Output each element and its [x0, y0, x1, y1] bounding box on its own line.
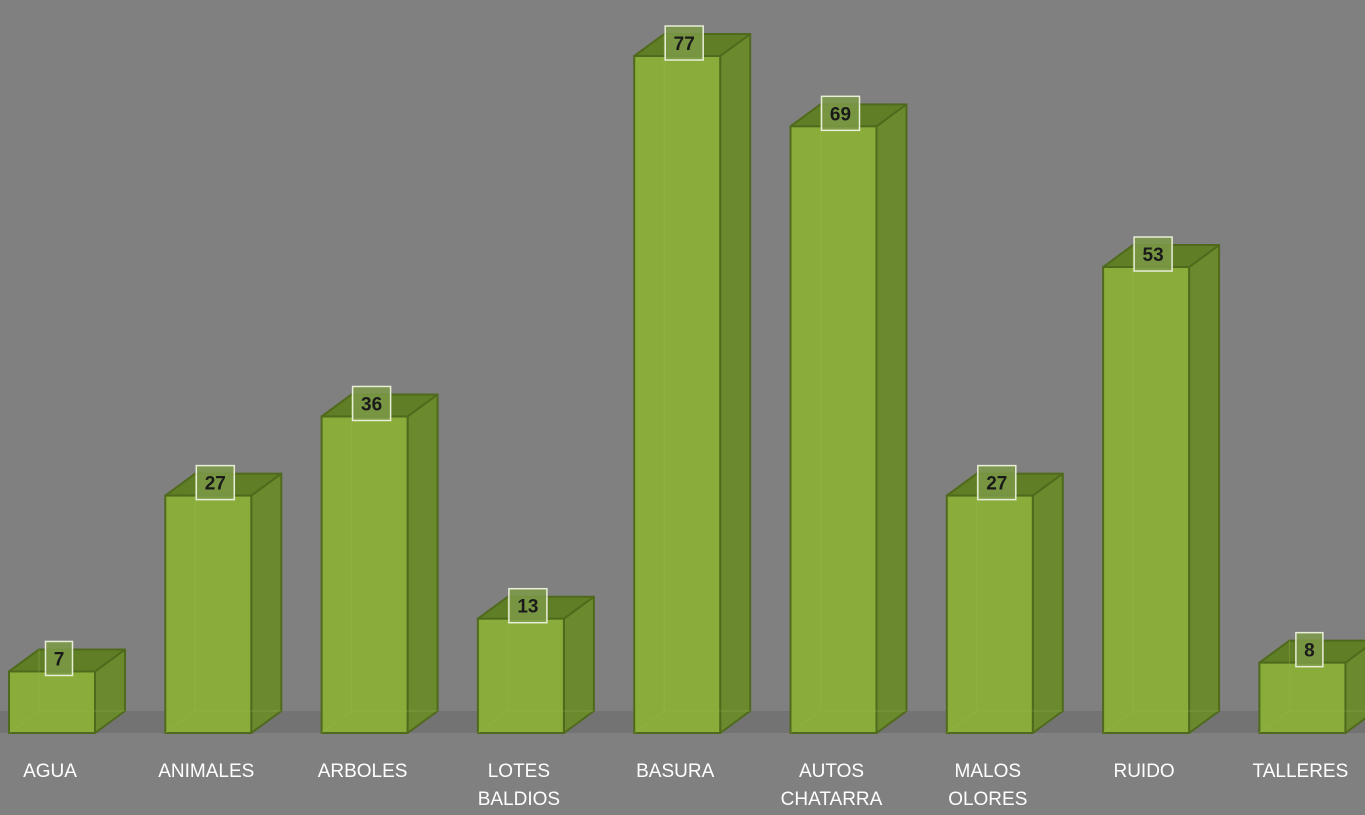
bar-inner-edge: [633, 710, 751, 734]
data-label-box: [664, 25, 704, 61]
category-tick-label: AGUA: [23, 761, 77, 782]
bar-basura: [633, 33, 752, 734]
bar-front-face: [1102, 266, 1191, 734]
category-tick-line: OLORES: [948, 789, 1027, 810]
category-tick-line: TALLERES: [1253, 761, 1349, 782]
data-label: 13: [508, 587, 548, 624]
bar-side-face: [250, 472, 283, 734]
data-label-box: [508, 587, 548, 624]
category-tick-label: ARBOLES: [318, 761, 408, 782]
category-tick-line: BALDIOS: [478, 789, 560, 810]
data-label: 69: [820, 95, 861, 132]
category-tick-line: ANIMALES: [158, 761, 254, 782]
bar-inner-edge: [321, 710, 438, 734]
category-tick-line: MALOS: [955, 761, 1022, 782]
bar-side-face: [719, 33, 752, 734]
data-label-text: 53: [1143, 245, 1164, 266]
bar-side-face: [1031, 472, 1064, 734]
data-label-box: [977, 464, 1017, 501]
data-label: 77: [664, 25, 704, 61]
bar-front-face: [633, 55, 722, 734]
data-label: 36: [351, 385, 392, 422]
category-tick-line: ARBOLES: [318, 761, 408, 782]
bar-front-face: [8, 670, 96, 734]
bar-inner-edge: [946, 710, 1063, 734]
bar-side-face: [562, 595, 595, 734]
bar-front-face: [945, 494, 1034, 734]
category-tick-label: RUIDO: [1113, 761, 1174, 782]
data-label: 53: [1133, 236, 1173, 272]
data-label: 27: [977, 464, 1017, 501]
data-label-box: [44, 640, 74, 677]
category-tick-line: LOTES: [488, 761, 550, 782]
bar-inner-edge: [1259, 710, 1365, 734]
data-label-box: [195, 464, 236, 501]
bar-front-face: [164, 494, 253, 734]
data-label-text: 69: [830, 104, 851, 125]
data-label-text: 7: [54, 649, 65, 670]
bar-side-face: [875, 103, 908, 734]
category-tick-label: ANIMALES: [158, 761, 254, 782]
category-tick-label: LOTES BALDIOS: [478, 761, 560, 810]
category-tick-line: CHATARRA: [781, 789, 883, 810]
category-tick-line: AGUA: [23, 761, 77, 782]
bar-side-face: [406, 393, 439, 734]
category-tick-line: RUIDO: [1113, 761, 1174, 782]
data-label-text: 8: [1304, 641, 1315, 662]
category-tick-label: AUTOS CHATARRA: [781, 761, 883, 810]
bar-lotes-baldios: [476, 595, 595, 734]
data-label-text: 36: [361, 394, 382, 415]
bar-animales: [164, 472, 283, 734]
bar-front-face: [476, 617, 565, 734]
category-tick-label: MALOS OLORES: [948, 761, 1027, 810]
bar-front-face: [789, 125, 878, 735]
data-label-text: 27: [205, 474, 226, 495]
bar-malos-olores: [945, 472, 1064, 734]
bar-front-face: [1258, 661, 1347, 735]
category-tick-label: TALLERES: [1253, 761, 1349, 782]
bar-talleres: [1258, 639, 1365, 735]
data-label: 27: [195, 464, 236, 501]
bar-inner-edge: [165, 710, 282, 734]
bar-inner-edge: [1102, 710, 1220, 734]
bar-autos-chatarra: [789, 103, 908, 735]
data-label-text: 27: [986, 474, 1007, 495]
data-label-box: [1133, 236, 1173, 272]
bar-ruido: [1102, 244, 1221, 734]
bar-inner-edge: [477, 710, 594, 734]
category-tick-line: AUTOS: [799, 761, 864, 782]
data-label-box: [820, 95, 861, 132]
bar-inner-edge: [8, 710, 125, 734]
data-label-text: 77: [674, 34, 695, 55]
data-label-text: 13: [517, 597, 538, 618]
data-label: 7: [44, 640, 74, 677]
category-tick-label: BASURA: [636, 761, 714, 782]
bar-arboles: [320, 393, 439, 734]
bar-front-face: [320, 415, 409, 734]
data-label-box: [351, 385, 392, 422]
category-tick-line: BASURA: [636, 761, 714, 782]
bar-side-face: [1188, 244, 1221, 734]
data-label-box: [1295, 631, 1324, 668]
bar-inner-edge: [790, 710, 907, 734]
data-label: 8: [1295, 631, 1324, 668]
